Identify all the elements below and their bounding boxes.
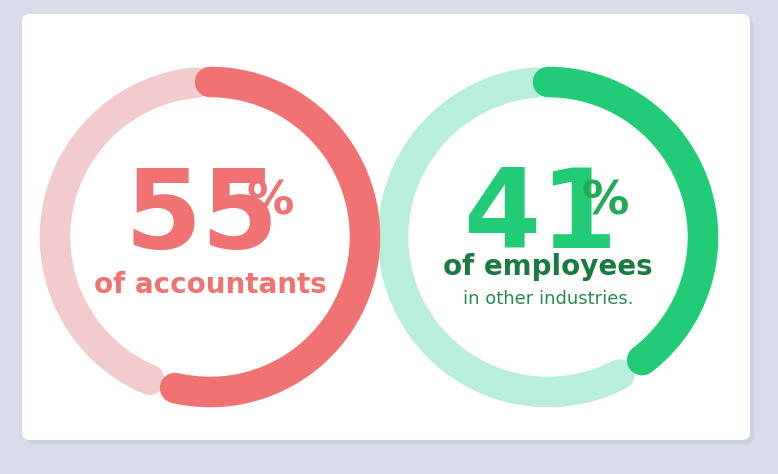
Text: of employees: of employees	[443, 253, 653, 281]
Text: 55: 55	[124, 164, 279, 271]
Text: 41: 41	[463, 164, 617, 271]
Text: %: %	[581, 180, 629, 225]
Text: of accountants: of accountants	[93, 271, 327, 299]
FancyBboxPatch shape	[26, 18, 754, 444]
FancyBboxPatch shape	[22, 14, 750, 440]
Text: in other industries.: in other industries.	[463, 290, 633, 308]
Text: %: %	[247, 180, 293, 225]
